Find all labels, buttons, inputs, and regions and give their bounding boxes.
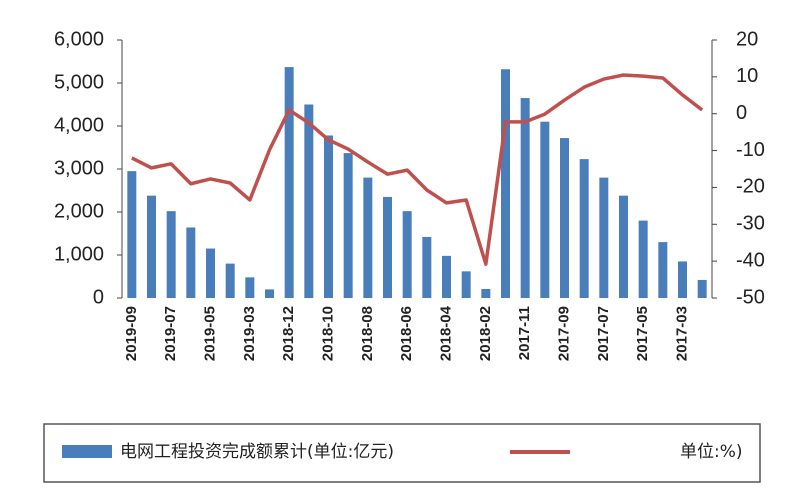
bar (304, 104, 314, 298)
bar (501, 69, 510, 299)
bar (540, 121, 550, 298)
bar (619, 195, 628, 298)
x-tick-label: 2018-12 (280, 306, 297, 361)
legend-label: 电网工程投资完成额累计(单位:亿元) (120, 442, 394, 462)
x-tick-label: 2019-07 (162, 306, 179, 361)
x-tick-label: 2019-09 (123, 306, 140, 361)
x-tick-label: 2017-07 (595, 306, 612, 361)
bar (166, 211, 176, 298)
x-tick-label: 2017-11 (516, 306, 533, 360)
bar (186, 227, 196, 298)
y2-tick-label: -20 (736, 176, 765, 198)
y2-tick-label: -30 (736, 213, 765, 235)
y-tick-label: 1,000 (54, 243, 104, 265)
y2-tick-label: -50 (736, 286, 765, 308)
bar (481, 288, 491, 298)
bar (599, 177, 609, 298)
x-tick-label: 2017-09 (555, 306, 572, 361)
bar (658, 242, 668, 298)
x-tick-label: 2019-03 (241, 306, 258, 361)
bar (579, 159, 589, 298)
bar (127, 171, 137, 298)
bar (402, 211, 412, 298)
bar (265, 289, 274, 298)
bar (324, 135, 333, 298)
bar (284, 67, 294, 298)
bar (363, 177, 373, 298)
bar (461, 271, 471, 298)
line (131, 73, 704, 266)
x-tick-label: 2018-04 (437, 305, 454, 361)
bar (383, 196, 392, 298)
y2-tick-label: -10 (736, 139, 765, 161)
bar (343, 153, 353, 298)
x-tick-label: 2018-02 (477, 306, 494, 361)
x-tick-label: 2018-06 (398, 306, 415, 361)
legend-label: 单位:%) (680, 442, 743, 462)
legend-box (43, 423, 761, 483)
y-tick-label: 2,000 (54, 200, 104, 222)
y-tick-label: 0 (93, 286, 104, 308)
x-tick-label: 2018-08 (359, 306, 376, 361)
y2-tick-label: 10 (736, 65, 758, 87)
bar (520, 98, 530, 298)
bar (147, 195, 156, 298)
x-tick-label: 2018-10 (319, 306, 336, 361)
y-tick-label: 5,000 (54, 71, 104, 93)
legend-swatch (62, 445, 112, 458)
x-tick-label: 2017-05 (634, 306, 651, 361)
bar (560, 138, 569, 298)
bar (678, 261, 687, 298)
y-tick-label: 3,000 (54, 157, 104, 179)
y-tick-label: 4,000 (54, 114, 104, 136)
x-tick-label: 2017-03 (673, 306, 690, 361)
bar (245, 277, 255, 298)
y2-tick-label: 20 (736, 28, 758, 50)
x-tick-label: 2019-05 (201, 306, 218, 361)
bar (225, 263, 235, 298)
bar (442, 255, 451, 298)
y-tick-label: 6,000 (54, 28, 104, 50)
bar (422, 236, 432, 298)
y2-tick-label: 0 (736, 102, 747, 124)
y2-tick-label: -40 (736, 249, 765, 271)
bar (206, 248, 215, 298)
bar (697, 279, 707, 298)
bar (638, 220, 648, 298)
